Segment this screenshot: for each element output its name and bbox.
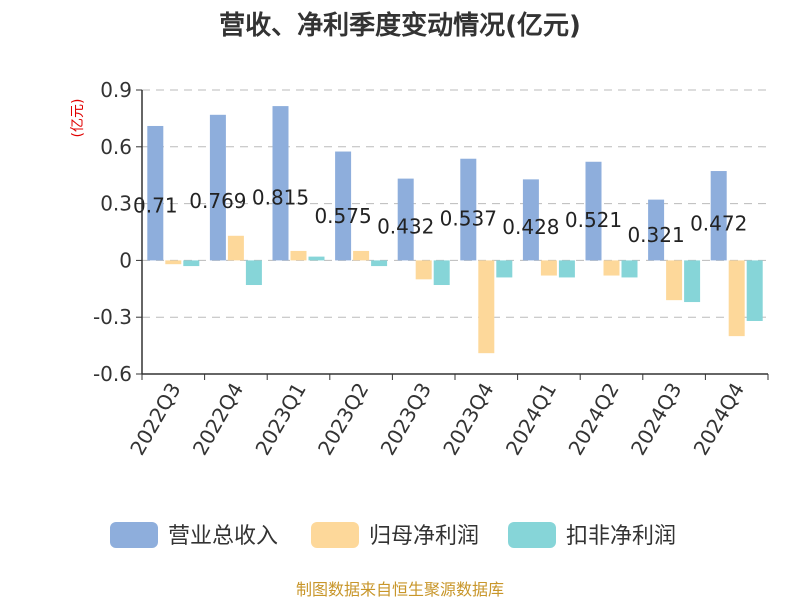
bar-2024Q4-s2 — [746, 260, 763, 321]
legend-label: 扣非净利润 — [566, 524, 676, 549]
bar-2022Q4-s1 — [227, 235, 244, 261]
bar-2022Q3-s1 — [165, 260, 182, 265]
bar-2023Q4-s0 — [460, 158, 477, 261]
bar-2023Q1-s0 — [272, 106, 289, 261]
bar-2024Q2-s0 — [585, 161, 602, 261]
legend-label: 归母净利润 — [369, 524, 479, 549]
y-tick-label: -0.3 — [93, 305, 132, 329]
bar-2022Q3-s0 — [147, 125, 164, 261]
y-tick-label: 0.6 — [100, 135, 132, 159]
bar-2024Q1-s1 — [540, 260, 557, 276]
bar-2024Q4-s0 — [710, 171, 727, 261]
legend: 营业总收入 归母净利润 扣非净利润 — [110, 522, 676, 549]
x-tick-label: 2023Q1 — [250, 379, 310, 460]
bar-2023Q1-s2 — [308, 256, 325, 261]
y-tick-label: 0.9 — [100, 78, 132, 102]
x-tick-label: 2023Q2 — [313, 379, 373, 460]
x-tick-label: 2024Q2 — [563, 379, 623, 460]
bar-2024Q3-s2 — [684, 260, 701, 303]
bars — [147, 106, 763, 354]
chart-title: 营收、净利季度变动情况(亿元) — [219, 10, 581, 41]
x-tick-label: 2023Q4 — [438, 379, 498, 460]
bar-2024Q4-s1 — [728, 260, 745, 337]
legend-swatch — [110, 522, 158, 548]
data-label: 0.472 — [690, 212, 747, 236]
x-tick-label: 2022Q4 — [188, 379, 248, 460]
bar-2024Q3-s0 — [648, 199, 665, 261]
legend-swatch — [508, 522, 556, 548]
y-tick-label: 0.3 — [100, 192, 132, 216]
data-label: 0.575 — [314, 204, 371, 228]
bar-2023Q2-s1 — [353, 250, 370, 261]
bar-2022Q4-s2 — [245, 260, 262, 286]
bar-2024Q1-s0 — [522, 179, 539, 261]
bar-2024Q2-s1 — [603, 260, 620, 276]
x-tick-label: 2024Q3 — [626, 379, 686, 460]
y-tick-label: 0 — [119, 248, 132, 272]
bar-2023Q2-s0 — [335, 151, 352, 261]
bar-2022Q3-s2 — [183, 260, 200, 267]
bar-2024Q3-s1 — [666, 260, 683, 301]
data-label: 0.432 — [377, 215, 434, 239]
y-axis-ticks: 0.9 0.6 0.3 0 -0.3 -0.6 — [93, 78, 142, 386]
bar-2023Q3-s2 — [433, 260, 450, 286]
source-note: 制图数据来自恒生聚源数据库 — [296, 580, 504, 599]
bar-2023Q3-s0 — [397, 178, 414, 261]
bar-2023Q1-s1 — [290, 250, 307, 261]
y-axis-unit-label: (亿元) — [70, 99, 86, 138]
data-label: 0.537 — [440, 207, 497, 231]
data-label: 0.321 — [627, 223, 684, 247]
bar-2022Q4-s0 — [209, 114, 226, 261]
x-tick-label: 2022Q3 — [125, 379, 185, 460]
x-axis-ticks: 2022Q3 2022Q4 2023Q1 2023Q2 2023Q3 2023Q4 2024… — [125, 374, 769, 460]
data-label: 0.769 — [189, 189, 246, 213]
y-tick-label: -0.6 — [93, 362, 132, 386]
x-tick-label: 2024Q4 — [689, 379, 749, 460]
bar-2023Q2-s2 — [371, 260, 388, 267]
data-label: 0.71 — [133, 194, 178, 218]
bar-2024Q2-s2 — [621, 260, 638, 278]
bar-2023Q4-s1 — [478, 260, 495, 354]
x-tick-label: 2023Q3 — [376, 379, 436, 460]
legend-swatch — [311, 522, 359, 548]
data-label: 0.428 — [502, 215, 559, 239]
legend-label: 营业总收入 — [168, 524, 278, 549]
data-label: 0.521 — [565, 208, 622, 232]
data-label: 0.815 — [252, 186, 309, 210]
x-tick-label: 2024Q1 — [501, 379, 561, 460]
bar-2023Q3-s1 — [415, 260, 432, 280]
bar-2024Q1-s2 — [558, 260, 575, 278]
bar-2023Q4-s2 — [496, 260, 513, 278]
